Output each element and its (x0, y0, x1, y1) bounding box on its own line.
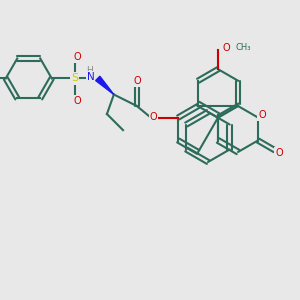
Text: O: O (133, 76, 141, 86)
Text: O: O (74, 52, 82, 62)
Text: O: O (222, 43, 230, 52)
Text: CH₃: CH₃ (235, 43, 250, 52)
Text: S: S (71, 74, 78, 83)
Text: O: O (150, 112, 158, 122)
Text: N: N (87, 72, 95, 82)
Text: O: O (258, 110, 266, 121)
Text: O: O (275, 148, 283, 158)
Text: O: O (74, 96, 82, 106)
Text: H: H (86, 66, 93, 75)
Polygon shape (96, 76, 114, 94)
